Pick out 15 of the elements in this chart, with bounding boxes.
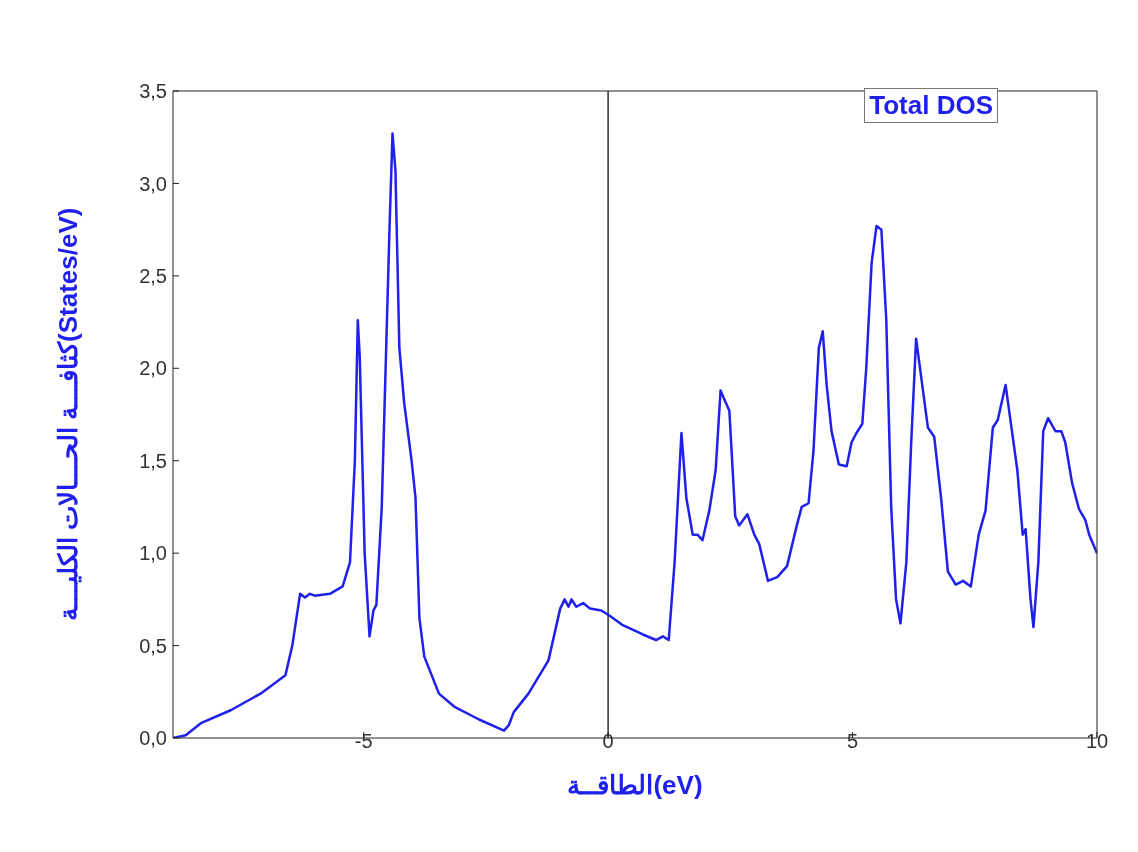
y-tick-label: 3,0 bbox=[139, 172, 167, 195]
y-tick-label: 2,0 bbox=[139, 357, 167, 380]
x-tick-label: 0 bbox=[602, 730, 614, 753]
x-tick-label: 5 bbox=[846, 730, 859, 753]
text: Total DOS bbox=[869, 90, 993, 121]
y-tick-label: 3,5 bbox=[139, 80, 167, 103]
x-axis-title: الطاقــة(eV) bbox=[567, 770, 703, 800]
y-tick-label: 2,5 bbox=[139, 264, 167, 287]
y-axis-title: كثافـــة الحـــالات الكليـــة(States/eV) bbox=[53, 207, 84, 622]
x-tick-label: -5 bbox=[354, 730, 373, 753]
y-tick-label: 0,5 bbox=[139, 634, 167, 657]
x-tick-label: 10 bbox=[1085, 730, 1109, 753]
y-tick-label: 0,0 bbox=[139, 727, 167, 750]
y-tick-label: 1,5 bbox=[139, 449, 167, 472]
y-tick-label: 1,0 bbox=[139, 542, 167, 565]
